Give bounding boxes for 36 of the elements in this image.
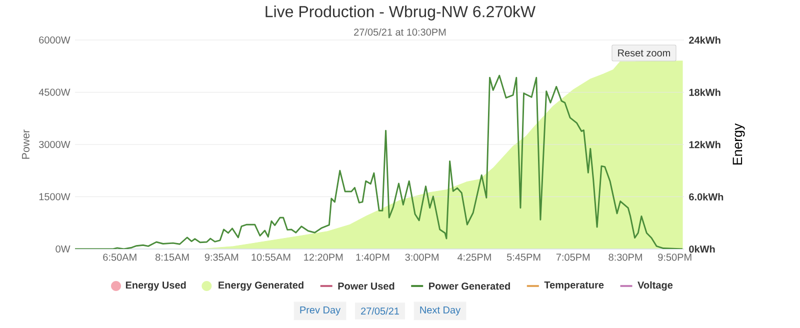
y-tick-label: 6000W: [39, 36, 70, 44]
annotation: Reset zoom: [618, 50, 670, 56]
x-tick-label: 6:50AM: [103, 254, 136, 261]
legend-label: Energy Generated: [218, 281, 304, 291]
y2-tick-label: 18kWh: [689, 88, 720, 96]
legend-label: Voltage: [638, 281, 673, 291]
x-tick-label: 3:00PM: [405, 254, 438, 261]
text: Next Day: [420, 306, 461, 316]
text: Prev Day: [300, 306, 341, 316]
y-tick-label: 1500W: [39, 193, 70, 200]
legend-label: Energy Used: [126, 281, 186, 291]
x-tick-label: 12:20PM: [304, 254, 343, 261]
x-tick-label: 7:05PM: [556, 254, 590, 261]
y2-tick-label: 24kWh: [689, 36, 720, 44]
x-tick-label: 4:25PM: [457, 254, 491, 261]
legend-label: Power Used: [338, 282, 394, 290]
x-tick-label: 8:15AM: [156, 254, 189, 261]
chart-subtitle: 27/05/21 at 10:30PM: [354, 28, 446, 36]
x-tick-label: 1:40PM: [356, 254, 390, 261]
x-tick-label: 9:35AM: [204, 254, 238, 261]
x-tick-label: 10:55AM: [252, 254, 290, 261]
chart-title: Live Production - Wbrug-NW 6.270kW: [266, 6, 536, 20]
legend-label: Temperature: [544, 282, 604, 290]
y2-tick-label: 12kWh: [689, 140, 720, 148]
y-tick-label: 0W: [56, 245, 70, 253]
y-tick-label: 4500W: [38, 88, 70, 96]
x-tick-label: 5:45PM: [506, 254, 540, 261]
x-tick-label: 8:30PM: [608, 254, 642, 261]
y-tick-label: 3000W: [38, 140, 70, 148]
text: 27/05/21: [361, 307, 399, 315]
x-tick-label: 9:50PM: [658, 254, 692, 261]
y2-tick-label: 6.0kWh: [689, 193, 724, 200]
legend-label: Power Generated: [429, 282, 510, 290]
y-axis-title: Power: [22, 130, 30, 159]
y2-axis-title: Energy: [732, 123, 745, 165]
y2-tick-label: 0kWh: [689, 245, 715, 253]
